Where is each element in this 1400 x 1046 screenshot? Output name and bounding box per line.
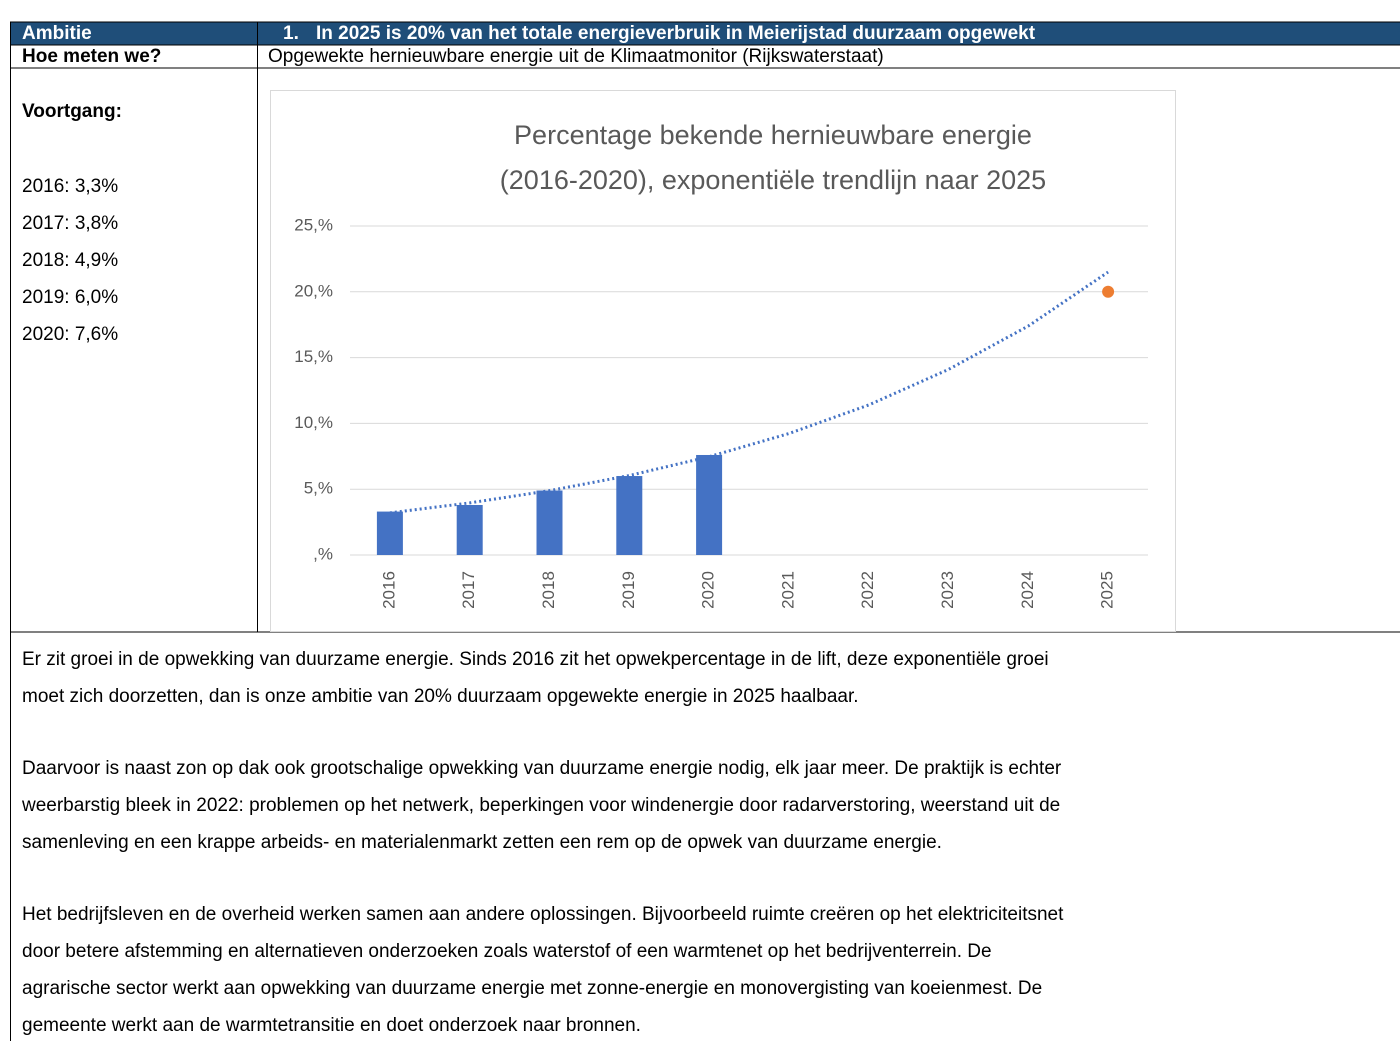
x-tick-label: 2017 (459, 571, 478, 609)
progress-item: 2020: 7,6% (22, 324, 118, 345)
header-row (10, 22, 1400, 45)
measure-label: Hoe meten we? (22, 46, 161, 67)
bar (616, 476, 643, 555)
y-tick-label: 20,% (294, 281, 333, 300)
x-tick-label: 2025 (1098, 571, 1117, 609)
progress-item: 2019: 6,0% (22, 287, 118, 308)
header-label: Ambitie (22, 23, 92, 44)
bar (696, 454, 723, 555)
bar (536, 490, 563, 555)
measure-text: Opgewekte hernieuwbare energie uit de Kl… (268, 46, 884, 67)
chart-title: (2016-2020), exponentiële trendlijn naar… (500, 165, 1046, 195)
paragraph-line: weerbarstig bleek in 2022: problemen op … (21, 795, 1060, 816)
paragraph-line: samenleving en een krappe arbeids- en ma… (22, 832, 942, 853)
paragraph-line: agrarische sector werkt aan opwekking va… (22, 978, 1042, 999)
y-tick-label: 10,% (294, 413, 333, 432)
progress-item: 2017: 3,8% (22, 213, 118, 234)
progress-item: 2016: 3,3% (22, 176, 118, 197)
x-tick-label: 2022 (858, 571, 877, 609)
paragraph-line: gemeente werkt aan de warmtetransitie en… (22, 1015, 641, 1036)
paragraph-line: Het bedrijfsleven en de overheid werken … (22, 904, 1064, 925)
x-tick-label: 2024 (1018, 571, 1037, 609)
paragraph-line: moet zich doorzetten, dan is onze ambiti… (22, 686, 859, 707)
y-tick-label: ,% (313, 544, 333, 563)
paragraph-line: Daarvoor is naast zon op dak ook grootsc… (22, 758, 1062, 779)
x-tick-label: 2020 (699, 571, 718, 609)
trend-line (389, 270, 1109, 515)
paragraph-line: door betere afstemming en alternatieven … (22, 941, 992, 962)
x-tick-label: 2016 (379, 571, 398, 609)
target-point (1102, 285, 1115, 298)
bar (456, 504, 483, 555)
chart-frame (270, 90, 1176, 632)
chart-title: Percentage bekende hernieuwbare energie (514, 120, 1032, 150)
y-tick-label: 25,% (294, 215, 333, 234)
bar (376, 511, 403, 555)
x-tick-label: 2021 (778, 571, 797, 609)
y-tick-label: 5,% (304, 479, 333, 498)
header-text: In 2025 is 20% van het totale energiever… (316, 23, 1036, 44)
x-tick-label: 2023 (938, 571, 957, 609)
paragraph-line: Er zit groei in de opwekking van duurzam… (22, 649, 1049, 670)
progress-item: 2018: 4,9% (22, 250, 118, 271)
x-tick-label: 2018 (539, 571, 558, 609)
progress-label: Voortgang: (22, 101, 122, 122)
x-tick-label: 2019 (619, 571, 638, 609)
y-tick-label: 15,% (294, 347, 333, 366)
header-number: 1. (283, 23, 299, 44)
